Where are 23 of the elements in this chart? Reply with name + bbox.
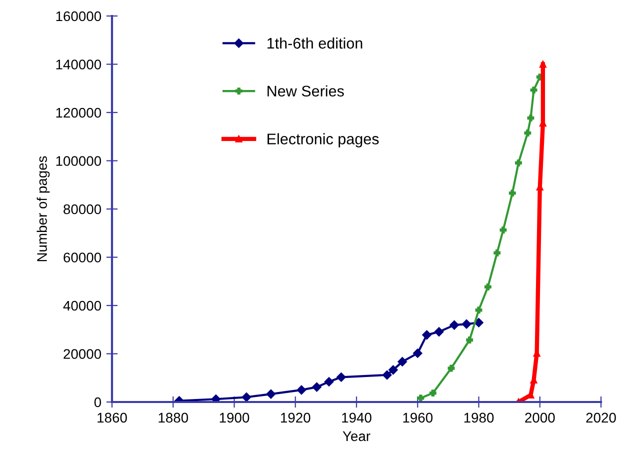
y-tick-label: 60000 [64, 252, 102, 262]
y-tick-label: 80000 [64, 204, 102, 214]
x-tick-label: 1900 [220, 412, 250, 423]
x-tick-label: 1920 [280, 412, 310, 423]
legend-label: Electronic pages [268, 133, 379, 148]
x-axis-title: Year [342, 431, 370, 442]
y-axis-title: Number of pages [36, 156, 50, 262]
y-tick-label: 100000 [56, 156, 102, 166]
y-tick-label: 140000 [56, 60, 102, 70]
y-tick-label: 0 [94, 397, 102, 408]
x-tick-label: 1980 [464, 412, 494, 423]
y-tick-label: 20000 [64, 349, 102, 359]
y-tick-label: 160000 [56, 11, 102, 22]
x-tick-label: 1960 [403, 412, 433, 423]
y-tick-label: 40000 [63, 300, 102, 311]
x-tick-label: 1880 [158, 412, 188, 423]
x-tick-label: 2000 [525, 412, 555, 423]
legend-label: New Series [268, 85, 344, 97]
x-tick-label: 1860 [98, 412, 127, 423]
legend-label: 1th-6th edition [267, 37, 362, 49]
x-tick-label: 2020 [586, 412, 616, 423]
y-tick-label: 120000 [56, 108, 102, 118]
x-tick-label: 1940 [342, 412, 372, 423]
